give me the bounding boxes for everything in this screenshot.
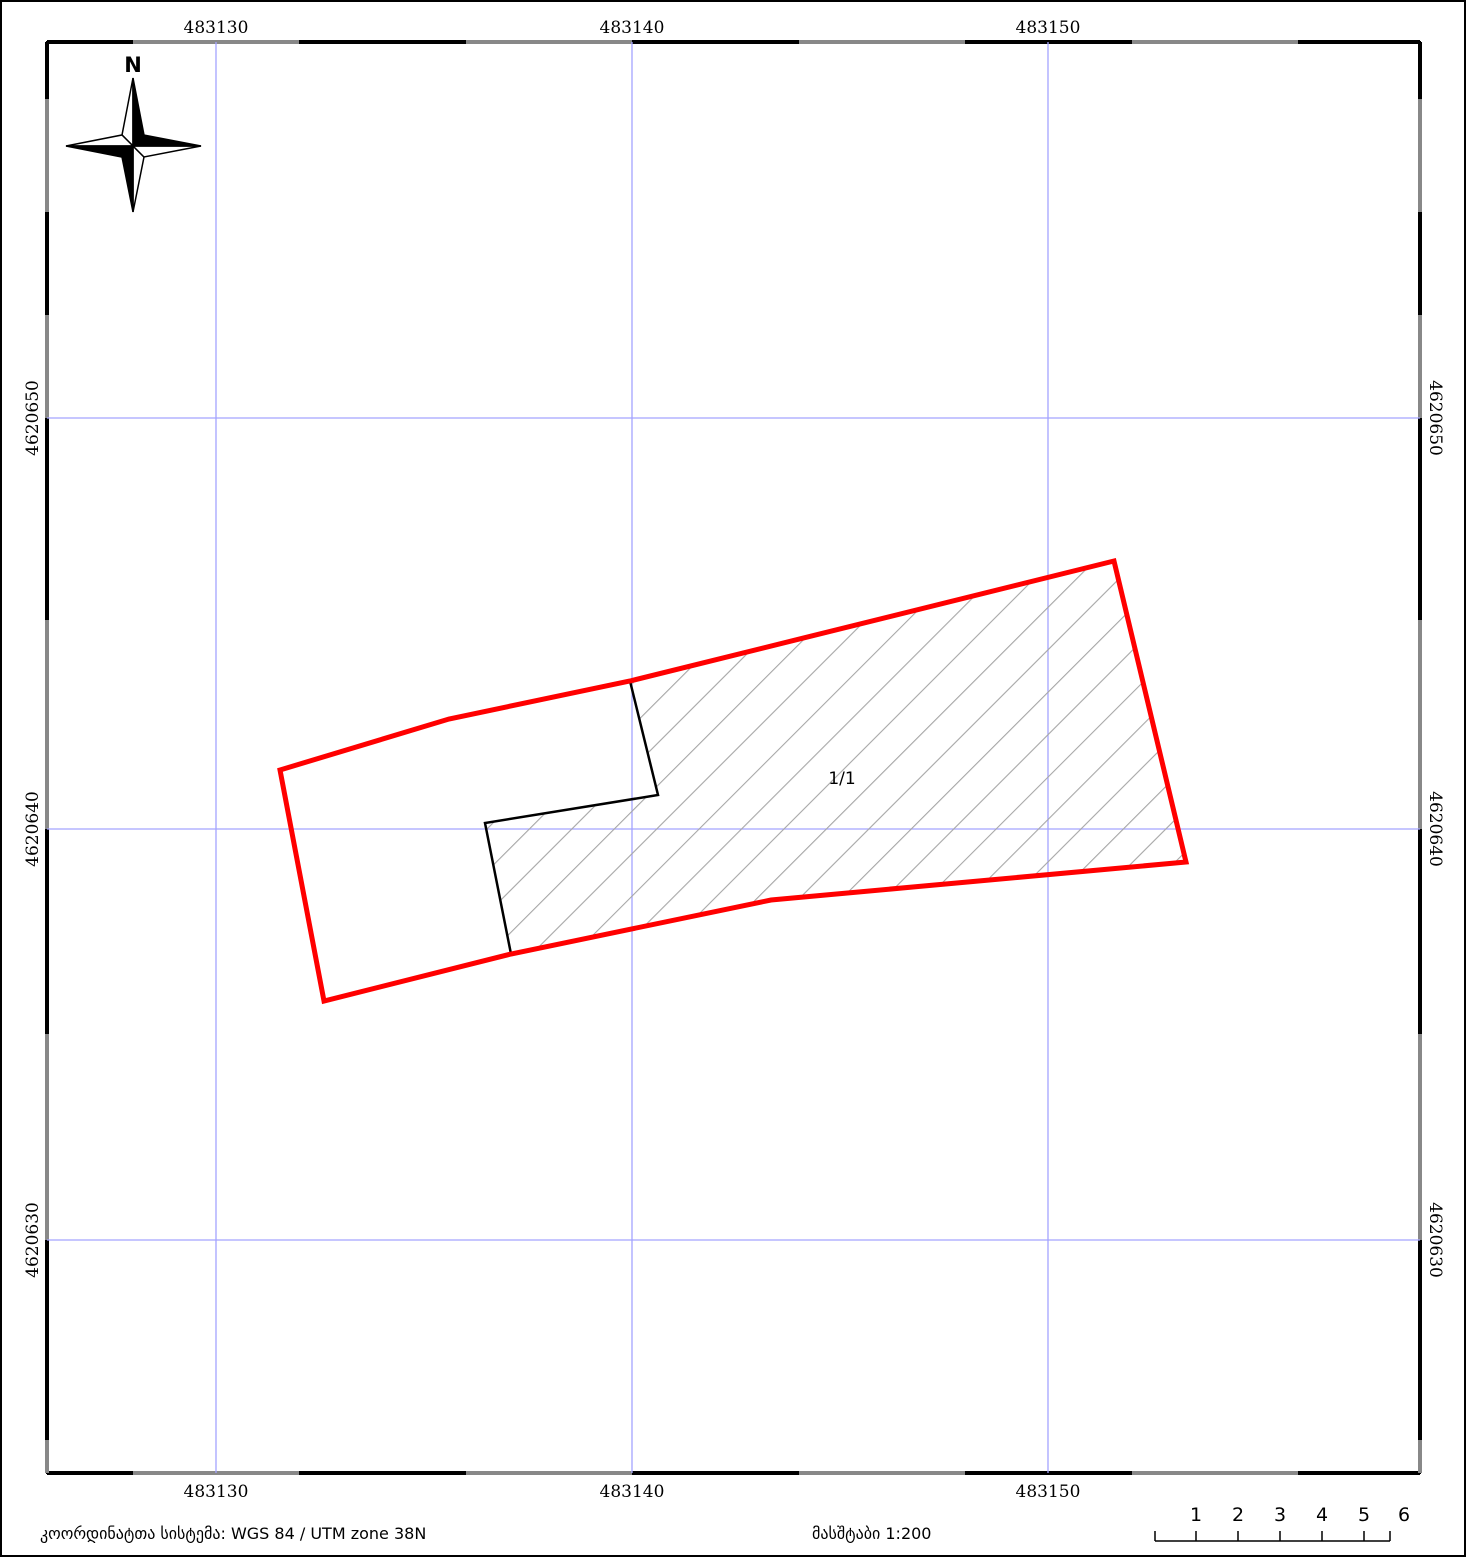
building-hatch [485, 561, 1186, 954]
right-y-label-4620640: 4620640 [1425, 791, 1445, 867]
top-x-label-483140: 483140 [600, 18, 665, 38]
right-y-label-4620630: 4620630 [1425, 1202, 1445, 1278]
scale-bar-label-3: 3 [1274, 1504, 1286, 1526]
scale-text: მასშტაბი 1:200 [812, 1524, 932, 1543]
scale-bar-label-2: 2 [1232, 1504, 1244, 1526]
left-y-label-4620640: 4620640 [23, 791, 43, 867]
bottom-x-label-483130: 483130 [184, 1482, 249, 1502]
parcel-label: 1/1 [828, 769, 855, 789]
right-y-label-4620650: 4620650 [1425, 380, 1445, 456]
coordinate-system-text: კოორდინატთა სისტემა: WGS 84 / UTM zone 3… [40, 1524, 427, 1543]
scale-bar-line [1154, 1531, 1391, 1542]
top-x-label-483130: 483130 [184, 18, 249, 38]
scale-bar-label-5: 5 [1358, 1504, 1370, 1526]
scale-bar-label-1: 1 [1190, 1504, 1202, 1526]
top-x-label-483150: 483150 [1016, 18, 1081, 38]
scale-bar-label-4: 4 [1316, 1504, 1328, 1526]
bottom-x-label-483140: 483140 [600, 1482, 665, 1502]
building-outline [483, 680, 660, 955]
compass-star-icon [65, 77, 202, 213]
scale-bar-label-6: 6 [1398, 1504, 1410, 1526]
north-arrow: N [65, 53, 202, 213]
scale-bar: 1 2 3 4 5 6 [1154, 1504, 1410, 1542]
bottom-x-label-483150: 483150 [1016, 1482, 1081, 1502]
parcel-boundary [277, 557, 1190, 1005]
north-label: N [124, 53, 142, 77]
left-y-label-4620630: 4620630 [23, 1202, 43, 1278]
left-y-label-4620650: 4620650 [23, 380, 43, 456]
